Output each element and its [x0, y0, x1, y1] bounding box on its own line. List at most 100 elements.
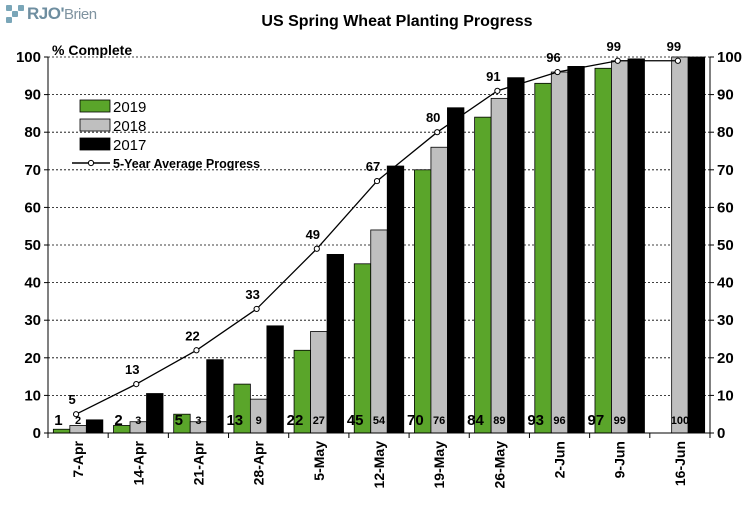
bar-2019 — [353, 263, 372, 434]
data-label-2018: 27 — [313, 415, 325, 427]
x-tick-label: 12-May — [371, 441, 387, 489]
legend-swatch-2018 — [79, 118, 111, 132]
y-tick-label-right: 0 — [717, 425, 725, 442]
y-tick-label-left: 10 — [24, 387, 41, 404]
y-tick-label-right: 70 — [717, 162, 734, 179]
average-line-point — [494, 87, 501, 94]
bar-2019 — [534, 82, 552, 434]
data-label-2018: 96 — [553, 415, 565, 427]
data-label-2019: 13 — [226, 412, 243, 429]
bar-2017 — [266, 325, 284, 434]
chart-title: US Spring Wheat Planting Progress — [261, 13, 532, 30]
bar-2017 — [567, 66, 585, 434]
average-line-point — [373, 177, 381, 185]
x-tick-label: 19-May — [431, 441, 447, 489]
bar-2018 — [671, 56, 689, 434]
x-tick-label: 14-Apr — [130, 440, 146, 485]
average-line — [72, 57, 682, 418]
axes: 0 0 10 10 20 20 30 30 40 40 50 50 60 60 70 70 80 80 90 90 10… — [16, 49, 742, 488]
legend-label-2019: 2019 — [113, 99, 146, 116]
data-label-2019: 97 — [588, 412, 605, 429]
data-label-2019: 22 — [287, 412, 304, 429]
data-label-2019: 45 — [347, 412, 364, 429]
average-line-point — [253, 305, 260, 313]
y-tick-label-left: 30 — [24, 312, 41, 329]
average-data-label: 99 — [667, 39, 681, 54]
x-tick-label: 21-Apr — [190, 440, 206, 485]
logo-icon — [6, 5, 24, 23]
average-data-label: 49 — [306, 227, 320, 242]
y-tick-label-left: 70 — [24, 162, 41, 179]
bar-2017 — [447, 107, 465, 434]
data-label-2018: 3 — [195, 415, 201, 427]
y-tick-label-right: 100 — [717, 49, 742, 66]
y-tick-label-right: 50 — [717, 237, 734, 254]
y-tick-label-right: 90 — [717, 87, 734, 104]
average-data-label: 22 — [185, 328, 199, 343]
legend-swatch-2019 — [79, 99, 111, 113]
y-tick-label-right: 60 — [717, 199, 734, 216]
y-tick-label-left: 60 — [24, 199, 41, 216]
average-line-point — [434, 129, 441, 136]
bar-2017 — [627, 58, 645, 434]
data-label-2018: 9 — [256, 415, 262, 427]
y-axis-label: % Complete — [52, 42, 132, 58]
average-data-label: 67 — [366, 159, 380, 174]
x-tick-label: 26-May — [491, 441, 507, 489]
data-label-2019: 2 — [114, 412, 122, 429]
y-tick-label-left: 90 — [24, 87, 41, 104]
bar-2017 — [326, 253, 344, 434]
bar-2019 — [594, 67, 612, 434]
x-tick-label: 28-Apr — [251, 440, 267, 485]
average-line-point — [674, 57, 682, 64]
bars — [52, 56, 706, 434]
legend-label-2017: 2017 — [113, 137, 146, 154]
bar-2017 — [687, 56, 706, 434]
average-data-label: 33 — [245, 287, 259, 302]
bar-2017 — [85, 419, 104, 434]
average-data-label: 80 — [426, 110, 440, 125]
y-tick-label-left: 80 — [24, 124, 41, 141]
y-tick-label-left: 20 — [24, 350, 41, 367]
x-tick-label: 5-May — [311, 441, 327, 481]
bar-2019 — [474, 116, 492, 434]
average-data-label: 99 — [606, 39, 620, 54]
data-label-2019: 93 — [527, 412, 544, 429]
data-label-2019: 5 — [175, 412, 183, 429]
bar-2017 — [507, 77, 525, 434]
logo-text: RJO'Brien — [27, 4, 97, 23]
bar-2017 — [206, 359, 224, 434]
data-label-2018: 2 — [75, 415, 81, 427]
y-tick-label-left: 100 — [16, 49, 41, 66]
average-data-label: 96 — [546, 50, 560, 65]
y-tick-label-right: 10 — [717, 387, 734, 404]
bar-2018 — [430, 146, 448, 434]
average-line-point — [313, 245, 320, 252]
y-tick-label-left: 0 — [33, 425, 41, 442]
y-tick-label-right: 30 — [717, 312, 734, 329]
average-data-label: 5 — [68, 392, 75, 407]
average-data-label: 13 — [125, 362, 139, 377]
bar-2017 — [386, 165, 405, 434]
data-label-2018: 54 — [373, 415, 386, 427]
average-line-point — [614, 57, 621, 64]
y-tick-label-left: 40 — [24, 275, 41, 292]
data-label-2018: 3 — [135, 415, 141, 427]
legend-label-average: 5-Year Average Progress — [113, 157, 260, 171]
data-label-2018: 99 — [614, 415, 626, 427]
y-tick-label-left: 50 — [24, 237, 41, 254]
data-label-2019: 70 — [407, 412, 424, 429]
bar-2017 — [146, 393, 164, 434]
bar-2019 — [52, 428, 71, 434]
average-line-point — [554, 68, 561, 76]
data-label-2018: 100 — [671, 415, 689, 427]
data-label-2018: 76 — [433, 415, 445, 427]
average-line-point — [133, 381, 140, 388]
brand-logo: RJO'Brien — [6, 4, 97, 24]
bar-2018 — [550, 71, 569, 434]
data-label-2018: 89 — [493, 415, 505, 427]
y-tick-label-right: 20 — [717, 350, 734, 367]
x-tick-label: 16-Jun — [672, 441, 688, 486]
